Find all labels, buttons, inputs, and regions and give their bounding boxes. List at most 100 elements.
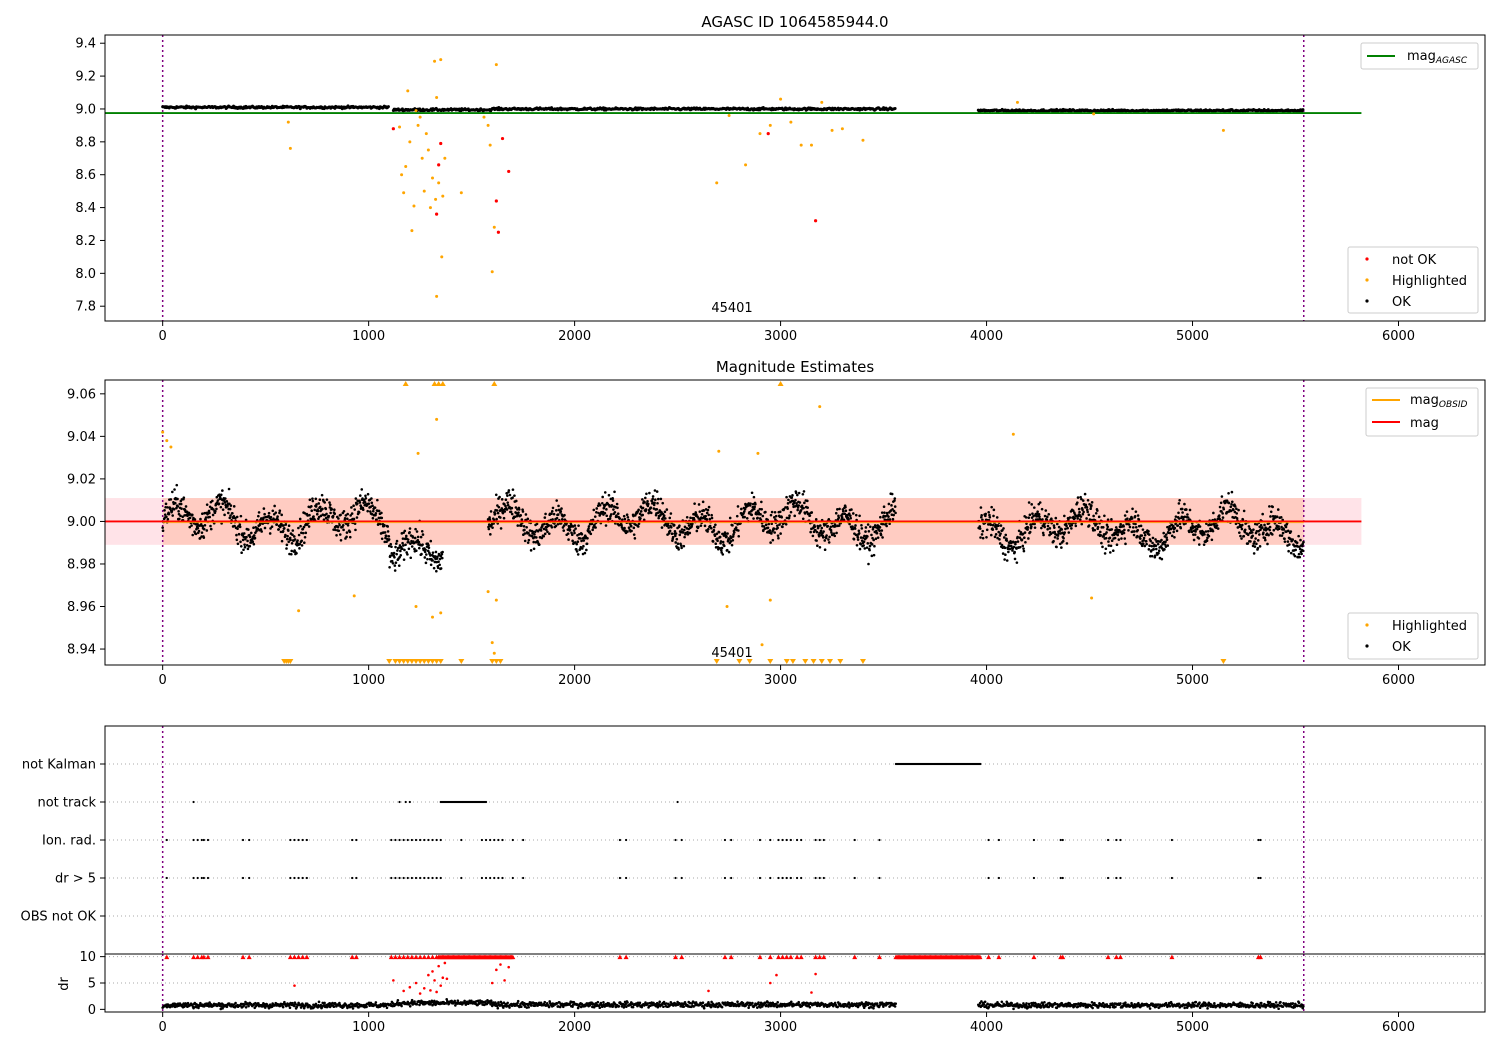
ok-point [277, 528, 281, 531]
ok-point [345, 531, 349, 534]
ok-point [806, 499, 809, 503]
ok-point [870, 554, 874, 558]
ion-rad-point [497, 838, 500, 842]
ion-rad-point [1115, 838, 1118, 842]
dr5-point [987, 876, 990, 880]
ok-point [1133, 514, 1137, 518]
ok-point [1107, 544, 1111, 547]
ok-point [867, 529, 871, 533]
highlighted-point [840, 127, 844, 131]
x-tick-label: 4000 [970, 329, 1003, 344]
ok-point [849, 516, 852, 520]
ok-point [438, 557, 442, 561]
ok-point [436, 555, 439, 559]
ok-point [1077, 507, 1081, 511]
dr5-point [777, 876, 780, 880]
highlighted-point [428, 206, 432, 210]
ok-point [1115, 543, 1119, 547]
ok-point [547, 532, 551, 535]
ok-point [1065, 542, 1069, 545]
ok-point [731, 538, 735, 542]
ok-point [1221, 512, 1224, 515]
ok-point [437, 560, 440, 564]
ok-point [271, 509, 275, 513]
ok-point [1032, 506, 1036, 509]
ion-rad-point [781, 838, 784, 842]
ok-point [665, 508, 669, 511]
ion-rad-point [390, 838, 393, 842]
ion-rad-point [192, 838, 195, 842]
ok-point [1148, 544, 1151, 548]
ok-point [403, 529, 407, 533]
ok-point [885, 524, 888, 528]
ion-rad-point [241, 838, 245, 842]
ok-point [595, 510, 598, 514]
ok-point [820, 526, 824, 530]
ok-point [226, 504, 229, 508]
ok-point [1242, 509, 1246, 513]
ok-point [281, 1005, 285, 1009]
ok-point [499, 516, 502, 519]
ok-point [752, 517, 755, 520]
ok-point [883, 511, 886, 514]
highlighted-point [1092, 112, 1096, 116]
ok-point [346, 523, 350, 527]
ok-point [1278, 527, 1281, 531]
ok-point [574, 527, 577, 530]
ok-point [576, 553, 580, 556]
ok-point [1125, 510, 1129, 513]
dr5-point [460, 876, 463, 880]
ok-point [568, 528, 572, 532]
ok-point [737, 529, 740, 532]
ok-point [190, 524, 193, 527]
ok-point [1048, 527, 1052, 530]
ok-point [764, 523, 768, 527]
ok-point [863, 547, 867, 550]
ok-point [328, 503, 332, 507]
ok-point [240, 551, 243, 555]
ok-point [289, 538, 292, 542]
ok-point [550, 512, 553, 515]
ion-rad-point [1059, 838, 1062, 842]
ok-point [1097, 515, 1101, 519]
ok-point [208, 505, 212, 509]
ok-point [441, 550, 444, 554]
ok-point [823, 548, 827, 552]
panel1-annotation: 45401 [711, 301, 752, 316]
highlighted-point [459, 191, 463, 195]
ok-point [1253, 545, 1257, 548]
ok-point [489, 533, 492, 536]
ok-point [611, 496, 614, 500]
ok-point [164, 502, 168, 506]
ok-point [1272, 528, 1276, 532]
dr5-point [423, 876, 426, 880]
ok-point [251, 537, 254, 541]
ok-point [894, 511, 897, 515]
ok-point [618, 517, 622, 520]
highlighted-point [494, 63, 498, 67]
ok-point [161, 526, 164, 529]
ok-point [252, 542, 256, 546]
ok-point [241, 538, 245, 542]
ok-point [732, 531, 736, 534]
ok-point [1031, 512, 1034, 515]
ion-rad-point [297, 838, 300, 842]
ok-point [537, 543, 541, 546]
ok-point [706, 530, 709, 533]
ok-point [211, 499, 214, 503]
ok-point [1230, 490, 1234, 494]
ok-point [327, 514, 331, 518]
ion-rad-point [410, 838, 413, 842]
ok-point [1094, 511, 1098, 515]
ok-point [711, 540, 715, 543]
ok-point [698, 510, 702, 513]
ok-point [878, 526, 882, 529]
ok-point [645, 492, 648, 496]
ok-point [609, 513, 613, 516]
ok-point [587, 525, 591, 528]
ok-point [873, 544, 876, 548]
ok-point [770, 532, 773, 535]
ion-rad-point [511, 838, 514, 842]
ok-point [612, 508, 615, 511]
category-label: not track [37, 796, 96, 811]
